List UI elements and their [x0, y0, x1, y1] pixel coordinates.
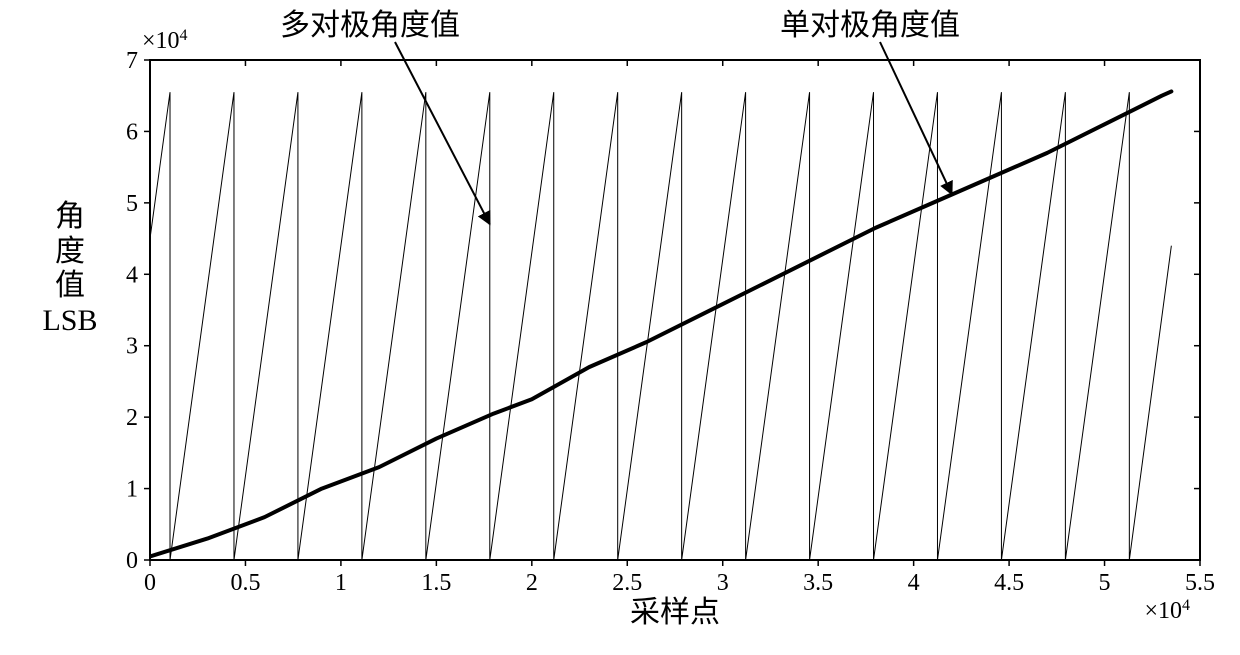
y-tick-label: 3: [126, 334, 138, 360]
x-tick-label: 4: [908, 570, 920, 596]
y-tick-label: 7: [126, 48, 138, 74]
x-tick-label: 2: [526, 570, 538, 596]
x-tick-label: 2.5: [612, 570, 642, 596]
x-tick-label: 0.5: [230, 570, 260, 596]
y-exponent-label: ×104: [142, 27, 188, 55]
x-tick-label: 4.5: [994, 570, 1024, 596]
plot-box: [150, 60, 1200, 560]
chart-figure: 00.511.522.533.544.555.5×104采样点01234567×…: [0, 0, 1240, 655]
y-axis-label-line: 角: [30, 200, 110, 235]
series-single-pole: [150, 91, 1171, 556]
x-tick-label: 5: [1099, 570, 1111, 596]
y-tick-label: 0: [126, 548, 138, 574]
annotation-arrow-single: [880, 42, 952, 194]
annotation-label-single: 单对极角度值: [780, 9, 960, 42]
chart-svg: 00.511.522.533.544.555.5×104采样点01234567×…: [0, 0, 1240, 655]
x-tick-label: 5.5: [1185, 570, 1215, 596]
y-axis-label-line: 度: [30, 235, 110, 270]
series-multi-pole: [150, 92, 1171, 560]
y-tick-label: 4: [126, 262, 138, 288]
x-tick-label: 1.5: [421, 570, 451, 596]
x-exponent-label: ×104: [1144, 597, 1190, 625]
y-axis-label-lsb: LSB: [30, 304, 110, 339]
annotation-label-multi: 多对极角度值: [280, 9, 460, 42]
x-tick-label: 0: [144, 570, 156, 596]
x-tick-label: 3: [717, 570, 729, 596]
annotation-arrow-multi: [395, 42, 490, 224]
y-tick-label: 2: [126, 405, 138, 431]
y-tick-label: 5: [126, 191, 138, 217]
x-axis-label: 采样点: [630, 596, 720, 629]
x-tick-label: 1: [335, 570, 347, 596]
y-axis-label: 角 度 值 LSB: [30, 200, 110, 338]
y-axis-label-line: 值: [30, 269, 110, 304]
x-tick-label: 3.5: [803, 570, 833, 596]
y-tick-label: 6: [126, 119, 138, 145]
y-tick-label: 1: [126, 477, 138, 503]
